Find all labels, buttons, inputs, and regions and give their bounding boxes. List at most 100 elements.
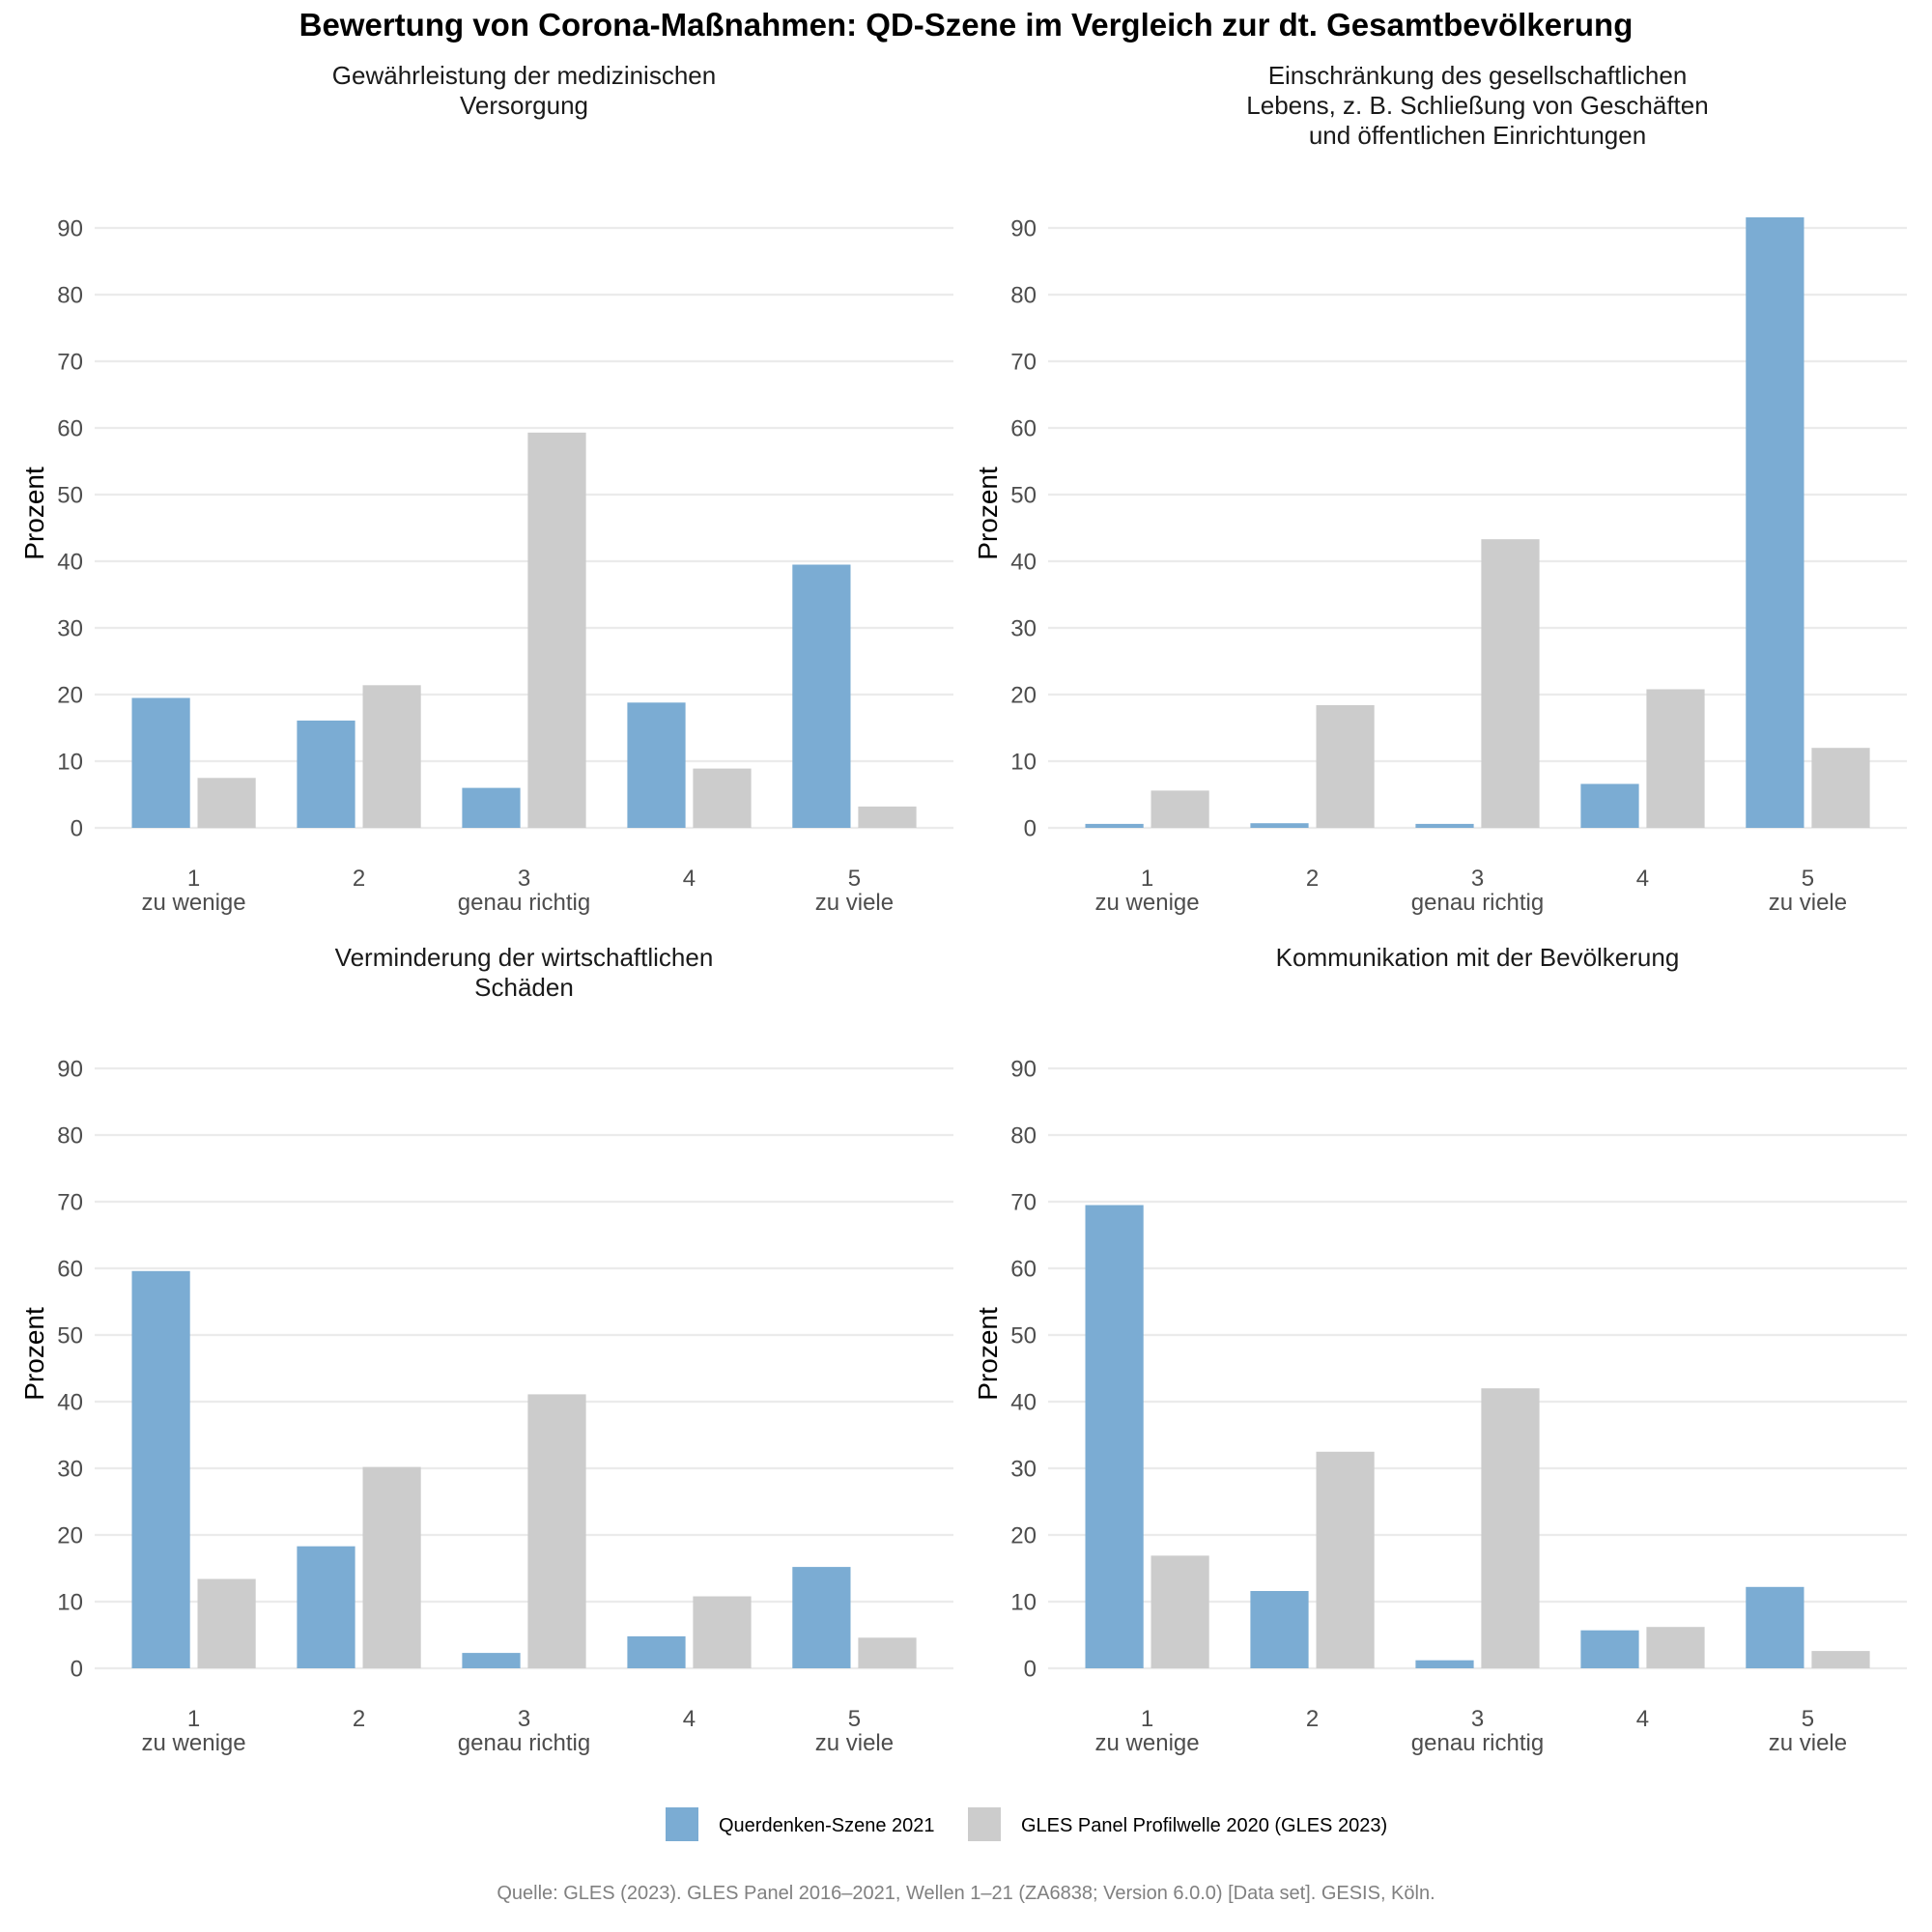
bar-gles-cat-2 bbox=[1316, 1451, 1375, 1669]
y-tick-label: 60 bbox=[57, 1257, 83, 1283]
x-tick-value: 3 bbox=[518, 866, 530, 892]
panel-title-line: und öffentlichen Einrichtungen bbox=[1309, 121, 1646, 150]
y-tick-label: 80 bbox=[1010, 1123, 1037, 1150]
bar-gles-cat-4 bbox=[693, 768, 752, 828]
legend-swatch bbox=[666, 1807, 698, 1841]
y-tick-label: 0 bbox=[71, 816, 83, 842]
x-tick-label: zu wenige bbox=[1095, 890, 1200, 916]
x-tick-label: genau richtig bbox=[458, 890, 590, 916]
bar-gles-cat-2 bbox=[1316, 705, 1375, 828]
bar-querdenken-cat-4 bbox=[627, 702, 686, 828]
bar-gles-cat-1 bbox=[197, 1578, 256, 1668]
panels: Gewährleistung der medizinischenVersorgu… bbox=[19, 61, 1907, 1756]
bar-querdenken-cat-2 bbox=[1250, 823, 1309, 828]
x-tick-value: 1 bbox=[1141, 866, 1153, 892]
x-tick-value: 3 bbox=[518, 1706, 530, 1732]
y-tick-label: 80 bbox=[57, 283, 83, 309]
panel-3: Verminderung der wirtschaftlichenSchäden… bbox=[19, 943, 953, 1756]
y-tick-label: 20 bbox=[57, 683, 83, 709]
y-axis-label: Prozent bbox=[973, 1307, 1003, 1401]
x-tick-value: 4 bbox=[683, 1706, 696, 1732]
y-tick-label: 60 bbox=[1010, 416, 1037, 442]
bar-gles-cat-1 bbox=[1151, 790, 1209, 828]
y-tick-label: 90 bbox=[57, 216, 83, 242]
y-tick-label: 40 bbox=[1010, 550, 1037, 576]
bar-querdenken-cat-2 bbox=[297, 1546, 355, 1668]
bar-querdenken-cat-3 bbox=[1415, 1660, 1474, 1668]
bar-querdenken-cat-4 bbox=[1580, 783, 1639, 828]
bar-querdenken-cat-5 bbox=[792, 564, 851, 828]
panel-title-line: Schäden bbox=[474, 973, 574, 1002]
y-tick-label: 40 bbox=[1010, 1390, 1037, 1416]
x-tick-value: 3 bbox=[1471, 866, 1484, 892]
bar-gles-cat-1 bbox=[197, 778, 256, 829]
x-tick-value: 1 bbox=[1141, 1706, 1153, 1732]
panel-title-line: Einschränkung des gesellschaftlichen bbox=[1268, 61, 1688, 90]
y-tick-label: 90 bbox=[1010, 1057, 1037, 1083]
bar-gles-cat-5 bbox=[858, 806, 917, 828]
y-tick-label: 90 bbox=[57, 1057, 83, 1083]
panel-1: Gewährleistung der medizinischenVersorgu… bbox=[19, 61, 953, 916]
bar-querdenken-cat-5 bbox=[792, 1567, 851, 1668]
y-axis-label: Prozent bbox=[19, 1307, 49, 1401]
y-axis-label: Prozent bbox=[19, 467, 49, 560]
bar-querdenken-cat-2 bbox=[1250, 1591, 1309, 1668]
bar-querdenken-cat-1 bbox=[131, 1270, 190, 1668]
panel-2: Einschränkung des gesellschaftlichenLebe… bbox=[973, 61, 1907, 916]
x-tick-value: 5 bbox=[848, 866, 861, 892]
bar-gles-cat-3 bbox=[1481, 1388, 1540, 1668]
bar-gles-cat-5 bbox=[1811, 748, 1870, 828]
bar-gles-cat-2 bbox=[362, 685, 421, 828]
y-tick-label: 60 bbox=[57, 416, 83, 442]
y-tick-label: 70 bbox=[1010, 1190, 1037, 1216]
bar-gles-cat-5 bbox=[858, 1637, 917, 1668]
bar-querdenken-cat-1 bbox=[1085, 823, 1144, 828]
y-tick-label: 20 bbox=[1010, 1523, 1037, 1549]
bar-querdenken-cat-3 bbox=[462, 787, 521, 828]
y-tick-label: 0 bbox=[71, 1657, 83, 1683]
y-tick-label: 10 bbox=[1010, 750, 1037, 776]
x-tick-label: genau richtig bbox=[1411, 890, 1544, 916]
panel-title-line: Kommunikation mit der Bevölkerung bbox=[1276, 943, 1680, 972]
caption: Quelle: GLES (2023). GLES Panel 2016–202… bbox=[497, 1883, 1435, 1904]
x-tick-value: 5 bbox=[848, 1706, 861, 1732]
legend: Querdenken-Szene 2021 GLES Panel Profilwe… bbox=[666, 1807, 1387, 1841]
bar-querdenken-cat-5 bbox=[1746, 1586, 1804, 1668]
y-tick-label: 70 bbox=[57, 1190, 83, 1216]
bar-gles-cat-2 bbox=[362, 1466, 421, 1668]
bar-gles-cat-4 bbox=[1646, 689, 1705, 828]
legend-label: Querdenken-Szene 2021 bbox=[719, 1815, 935, 1836]
x-tick-label: zu wenige bbox=[142, 1730, 246, 1756]
chart-title: Bewertung von Corona-Maßnahmen: QD-Szene… bbox=[299, 7, 1634, 43]
x-tick-value: 2 bbox=[353, 866, 365, 892]
y-tick-label: 10 bbox=[57, 750, 83, 776]
x-tick-label: zu wenige bbox=[142, 890, 246, 916]
y-tick-label: 50 bbox=[1010, 1323, 1037, 1350]
y-tick-label: 30 bbox=[1010, 1457, 1037, 1483]
y-tick-label: 0 bbox=[1024, 1657, 1037, 1683]
x-tick-label: zu viele bbox=[1769, 890, 1847, 916]
bar-querdenken-cat-2 bbox=[297, 720, 355, 828]
x-tick-label: zu viele bbox=[815, 1730, 894, 1756]
bar-gles-cat-1 bbox=[1151, 1555, 1209, 1668]
panel-title-line: Gewährleistung der medizinischen bbox=[332, 61, 716, 90]
y-tick-label: 20 bbox=[57, 1523, 83, 1549]
legend-swatch bbox=[968, 1807, 1001, 1841]
x-tick-value: 2 bbox=[1306, 866, 1319, 892]
x-tick-value: 5 bbox=[1802, 1706, 1814, 1732]
bar-querdenken-cat-3 bbox=[1415, 823, 1474, 828]
bar-gles-cat-3 bbox=[527, 432, 586, 828]
x-tick-label: genau richtig bbox=[1411, 1730, 1544, 1756]
y-tick-label: 50 bbox=[1010, 483, 1037, 509]
x-tick-value: 5 bbox=[1802, 866, 1814, 892]
x-tick-label: zu viele bbox=[815, 890, 894, 916]
y-tick-label: 80 bbox=[1010, 283, 1037, 309]
y-tick-label: 10 bbox=[1010, 1590, 1037, 1616]
y-tick-label: 60 bbox=[1010, 1257, 1037, 1283]
bar-querdenken-cat-5 bbox=[1746, 217, 1804, 828]
bar-querdenken-cat-3 bbox=[462, 1653, 521, 1668]
bar-gles-cat-4 bbox=[1646, 1627, 1705, 1668]
y-tick-label: 40 bbox=[57, 1390, 83, 1416]
x-tick-label: zu wenige bbox=[1095, 1730, 1200, 1756]
